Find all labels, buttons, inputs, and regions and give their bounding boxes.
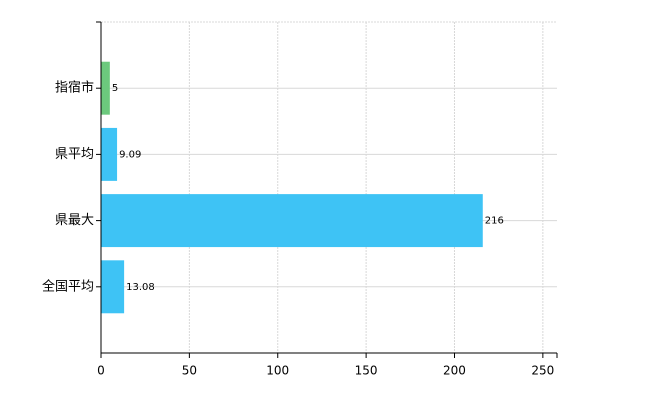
y-tick-label: 県平均 xyxy=(55,147,94,162)
bar xyxy=(101,127,118,181)
bar xyxy=(101,194,483,248)
x-tick-label: 150 xyxy=(355,364,378,378)
y-tick-label: 全国平均 xyxy=(42,278,94,294)
y-tick-label: 指宿市 xyxy=(55,80,94,96)
x-tick-label: 50 xyxy=(182,364,197,378)
value-label: 5 xyxy=(112,83,118,94)
x-tick-label: 200 xyxy=(443,364,466,378)
x-tick-label: 0 xyxy=(97,364,105,378)
y-tick-label: 県最大 xyxy=(55,213,94,228)
value-label: 216 xyxy=(485,216,504,227)
value-label: 9.09 xyxy=(119,149,141,160)
value-label: 13.08 xyxy=(126,282,155,293)
x-tick-label: 100 xyxy=(266,364,289,378)
bar xyxy=(101,61,110,115)
bar xyxy=(101,260,125,314)
x-tick-label: 250 xyxy=(531,364,554,378)
